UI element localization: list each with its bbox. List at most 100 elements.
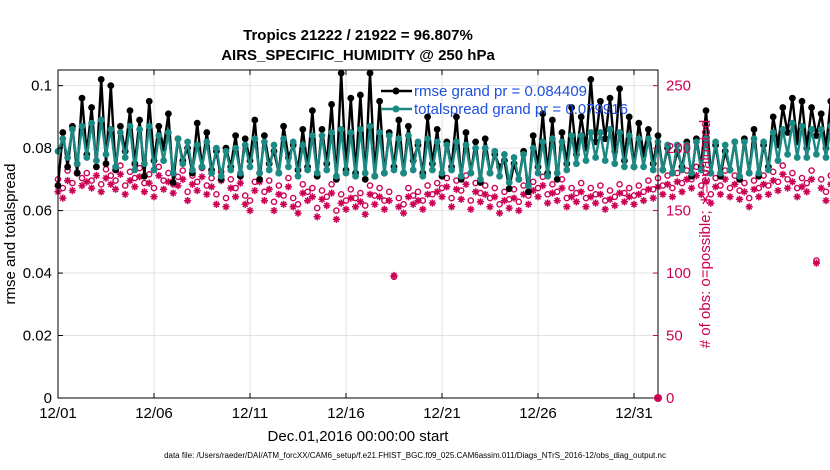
totalspread-point: [813, 150, 820, 158]
totalspread-point: [217, 172, 225, 180]
totalspread-point: [726, 166, 734, 174]
obs-evaluated-point: [476, 198, 484, 206]
totalspread-point: [697, 166, 705, 174]
rmse-point: [817, 110, 825, 118]
obs-evaluated-point: [68, 187, 76, 195]
obs-evaluated-point: [774, 187, 782, 195]
obs-evaluated-point: [452, 185, 460, 193]
obs-evaluated-point: [491, 193, 499, 201]
totalspread-point: [582, 157, 590, 164]
obs-possible-point: [515, 198, 523, 206]
obs-evaluated-point: [760, 180, 768, 188]
obs-possible-point: [726, 184, 734, 192]
totalspread-point: [184, 138, 192, 146]
obs-evaluated-point: [726, 193, 734, 201]
totalspread-point: [817, 125, 825, 133]
obs-evaluated-point: [385, 197, 393, 205]
obs-evaluated-point: [496, 209, 504, 217]
obs-evaluated-point: [764, 190, 772, 198]
obs-evaluated-point: [755, 193, 763, 201]
totalspread-point: [553, 169, 561, 177]
totalspread-point: [448, 166, 455, 174]
x-tick-label: 12/31: [615, 405, 653, 422]
obs-possible-point: [318, 187, 326, 194]
rmse-point: [405, 122, 412, 130]
obs-possible-point: [313, 204, 321, 212]
obs-evaluated-point: [188, 180, 196, 188]
totalspread-point: [621, 163, 628, 171]
totalspread-point: [208, 169, 216, 177]
totalspread-point: [731, 138, 739, 146]
obs-evaluated-point: [596, 190, 604, 198]
obs-evaluated-point: [472, 188, 480, 196]
rmse-point: [597, 97, 604, 105]
x-tick-label: 12/21: [423, 405, 461, 422]
obs-possible-point: [112, 177, 119, 184]
totalspread-point: [83, 154, 91, 161]
rmse-point: [813, 132, 820, 140]
totalspread-point: [241, 141, 249, 149]
rmse-point: [587, 75, 595, 83]
obs-evaluated-point: [707, 199, 715, 207]
rmse-point: [577, 113, 585, 121]
totalspread-point: [73, 160, 81, 168]
totalspread-point: [400, 169, 407, 177]
obs-evaluated-point: [347, 194, 355, 202]
obs-possible-point: [179, 167, 187, 174]
legend-rmse-label: rmse grand pr = 0.084409: [414, 83, 587, 100]
data-file-footer: data file: /Users/raeder/DAI/ATM_forcXX/…: [164, 451, 666, 460]
obs-evaluated-point: [601, 205, 609, 213]
totalspread-point: [261, 138, 268, 146]
totalspread-point: [491, 147, 499, 155]
obs-possible-point: [750, 177, 758, 184]
obs-evaluated-point: [179, 175, 187, 183]
totalspread-point: [798, 122, 806, 130]
totalspread-point: [472, 144, 479, 152]
totalspread-point: [141, 160, 148, 168]
obs-evaluated-point: [419, 205, 427, 213]
rmse-point: [798, 97, 806, 105]
obs-evaluated-point: [275, 190, 283, 198]
rmse-point: [232, 132, 240, 140]
obs-possible-point: [597, 182, 604, 189]
obs-possible-point: [275, 182, 283, 189]
obs-possible-point: [289, 194, 297, 202]
obs-evaluated-point: [140, 188, 148, 196]
obs-evaluated-point: [788, 178, 796, 186]
rmse-point: [256, 175, 263, 183]
totalspread-point: [645, 135, 652, 143]
totalspread-point: [165, 129, 172, 136]
totalspread-point: [313, 169, 321, 177]
obs-evaluated-point: [121, 190, 129, 198]
totalspread-point: [769, 129, 777, 136]
rmse-point: [117, 122, 124, 130]
totalspread-point: [237, 169, 244, 177]
totalspread-point: [179, 160, 187, 168]
obs-possible-point: [798, 174, 806, 182]
obs-evaluated-point: [395, 203, 403, 211]
totalspread-point: [568, 132, 575, 140]
rmse-point: [280, 122, 287, 130]
totalspread-point: [745, 169, 753, 177]
obs-possible-point: [299, 181, 307, 188]
obs-evaluated-point: [64, 177, 72, 185]
obs-evaluated-point: [371, 200, 379, 208]
totalspread-point: [270, 141, 278, 149]
totalspread-point: [558, 138, 566, 146]
obs-possible-point: [568, 184, 575, 192]
obs-evaluated-point: [457, 195, 465, 203]
obs-evaluated-point: [486, 203, 494, 211]
totalspread-point: [193, 141, 201, 149]
obs-possible-point: [405, 184, 412, 192]
chart-title-line2: AIRS_SPECIFIC_HUMIDITY @ 250 hPa: [221, 47, 495, 64]
totalspread-point: [501, 150, 508, 158]
totalspread-point: [477, 175, 484, 183]
totalspread-point: [577, 132, 585, 140]
obs-evaluated-point: [236, 179, 244, 187]
obs-evaluated-point: [222, 203, 230, 211]
totalspread-point: [376, 129, 383, 136]
obs-evaluated-point: [649, 194, 657, 202]
obs-evaluated-point: [520, 190, 528, 198]
obs-evaluated-point: [769, 177, 777, 185]
obs-evaluated-point: [102, 174, 110, 182]
